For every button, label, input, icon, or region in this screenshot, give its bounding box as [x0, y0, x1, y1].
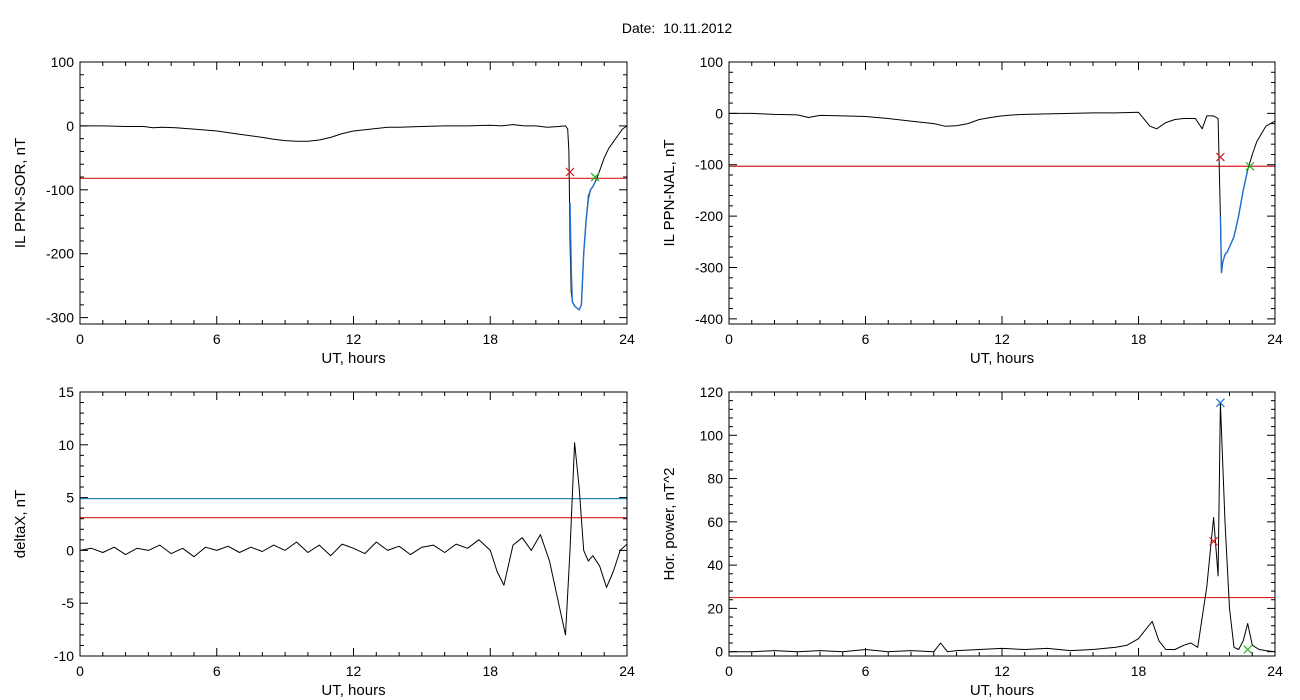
x-tick-label: 6: [862, 663, 870, 679]
x-minor-ticks: [79, 392, 628, 656]
x-tick-label: 6: [213, 663, 221, 679]
y-tick-label: -300: [695, 259, 723, 275]
y-tick-label: -5: [62, 595, 75, 611]
x-minor-ticks: [728, 392, 1276, 656]
x-tick-label: 0: [725, 663, 733, 679]
y-tick-label: 60: [707, 514, 723, 530]
y-tick-label: -100: [695, 157, 723, 173]
x-tick-label: 18: [1131, 663, 1147, 679]
series-line: [729, 111, 1275, 274]
y-tick-label: -100: [46, 182, 74, 198]
y-axis-label: IL PPN-NAL, nT: [661, 140, 678, 247]
x-tick-label: 6: [213, 331, 221, 347]
data-marker: [1245, 161, 1255, 171]
x-tick-label: 24: [619, 663, 635, 679]
y-tick-label: 40: [707, 557, 723, 573]
y-tick-label: -300: [46, 310, 74, 326]
y-tick-label: 100: [700, 54, 724, 70]
data-marker: [565, 167, 575, 177]
chart-panel-deltax: 0 6 12 18 24 -10 -5 0 5 10 15 UT, hours deltaX, nT: [12, 384, 635, 699]
y-tick-label: 0: [66, 542, 74, 558]
y-axis-label: Hor. power, nT^2: [661, 468, 678, 581]
x-tick-label: 0: [725, 331, 733, 347]
x-tick-label: 24: [1267, 663, 1283, 679]
x-tick-label: 12: [994, 331, 1010, 347]
x-minor-ticks: [79, 62, 628, 324]
x-tick-label: 12: [346, 663, 362, 679]
plot-frame: [728, 61, 1276, 325]
x-tick-label: 18: [482, 663, 498, 679]
series-line: [80, 124, 627, 311]
y-ticks: [729, 391, 1275, 653]
y-tick-label: -400: [695, 311, 723, 327]
y-axis-label: deltaX, nT: [12, 490, 29, 558]
y-tick-label: 20: [707, 600, 723, 616]
x-axis-label: UT, hours: [970, 350, 1034, 367]
plot-data: [80, 124, 627, 311]
plot-frame: [79, 61, 628, 325]
x-axis-label: UT, hours: [321, 682, 385, 699]
y-tick-label: -10: [54, 648, 74, 664]
x-axis-label: UT, hours: [970, 682, 1034, 699]
x-tick-label: 12: [346, 331, 362, 347]
x-tick-label: 24: [1267, 331, 1283, 347]
y-tick-label: 15: [58, 384, 74, 400]
y-ticks: [729, 61, 1275, 320]
y-tick-label: 0: [66, 118, 74, 134]
y-ticks: [80, 391, 627, 657]
series-line: [1219, 169, 1249, 274]
x-minor-ticks: [728, 62, 1276, 324]
data-marker: [590, 172, 600, 182]
y-axis-label: IL PPN-SOR, nT: [12, 138, 29, 248]
x-tick-label: 0: [76, 663, 84, 679]
data-marker: [1215, 398, 1225, 408]
x-tick-label: 18: [1131, 331, 1147, 347]
chart-panel-hor-power: 0 6 12 18 24 0 20 40 60 80 100 120 UT, hours Hor. pow…: [661, 384, 1283, 699]
x-tick-label: 12: [994, 663, 1010, 679]
plot-data: [729, 111, 1275, 274]
data-marker: [1209, 536, 1218, 546]
x-axis-label: UT, hours: [321, 350, 385, 367]
y-tick-label: -200: [46, 246, 74, 262]
y-tick-label: 120: [700, 384, 724, 400]
data-marker: [1215, 152, 1225, 162]
plot-frame: [728, 391, 1276, 657]
y-tick-label: 0: [715, 644, 723, 660]
x-tick-label: 18: [482, 331, 498, 347]
plot-frame: [79, 391, 628, 657]
series-line: [729, 402, 1275, 653]
y-tick-label: 5: [66, 490, 74, 506]
plot-data: [80, 442, 627, 636]
y-tick-label: 80: [707, 471, 723, 487]
x-tick-label: 6: [862, 331, 870, 347]
series-line: [80, 442, 627, 636]
chart-panel-ppn-sor: 0 6 12 18 24 -300 -200 -100 0 100 UT, hours IL PPN-…: [12, 54, 635, 367]
y-ticks: [80, 61, 627, 319]
x-tick-label: 24: [619, 331, 635, 347]
y-tick-label: 100: [700, 427, 724, 443]
plot-data: [729, 398, 1275, 654]
y-tick-label: 0: [715, 105, 723, 121]
y-tick-label: 100: [51, 54, 75, 70]
data-marker: [1243, 645, 1253, 654]
series-line: [569, 181, 596, 311]
x-tick-label: 0: [76, 331, 84, 347]
y-tick-label: 10: [58, 437, 74, 453]
y-tick-label: -200: [695, 208, 723, 224]
chart-panel-ppn-nal: 0 6 12 18 24 -400 -300 -200 -100 0 100 UT, hours IL …: [661, 54, 1283, 367]
page-title: Date: 10.11.2012: [622, 20, 732, 36]
